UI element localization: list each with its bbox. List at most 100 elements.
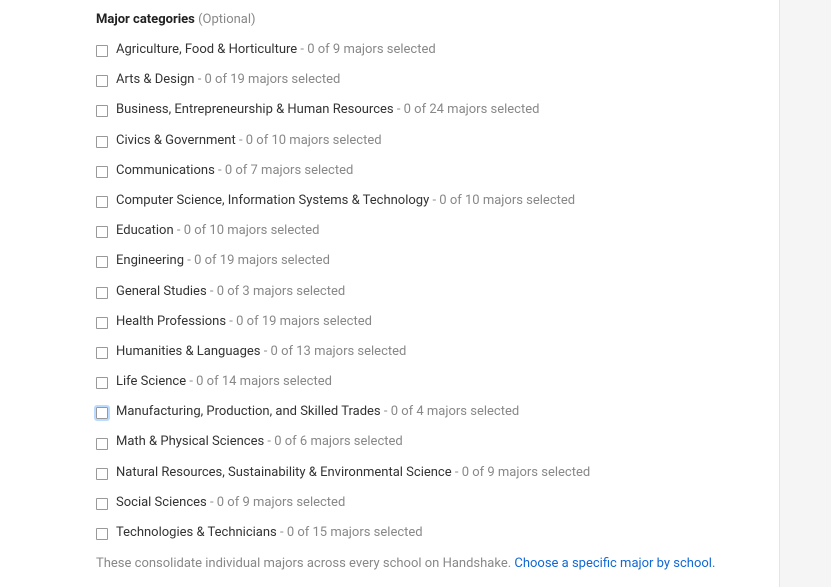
section-optional-label: (Optional): [198, 12, 255, 27]
category-label: Communications: [116, 163, 215, 178]
category-checkbox[interactable]: [96, 256, 108, 268]
category-row: Education - 0 of 10 majors selected: [96, 216, 761, 246]
category-status: 0 of 10 majors selected: [439, 193, 575, 208]
category-checkbox[interactable]: [96, 377, 108, 389]
category-row: Technologies & Technicians - 0 of 15 maj…: [96, 518, 761, 548]
category-separator: -: [452, 465, 462, 480]
category-row: Humanities & Languages - 0 of 13 majors …: [96, 337, 761, 367]
category-text: Business, Entrepreneurship & Human Resou…: [116, 101, 539, 119]
category-status: 0 of 3 majors selected: [217, 284, 346, 299]
category-text: Health Professions - 0 of 19 majors sele…: [116, 313, 372, 331]
category-status: 0 of 10 majors selected: [184, 223, 320, 238]
category-label: Math & Physical Sciences: [116, 434, 264, 449]
category-checkbox[interactable]: [96, 468, 108, 480]
category-checkbox[interactable]: [96, 75, 108, 87]
category-label: Education: [116, 223, 174, 238]
category-checkbox[interactable]: [96, 407, 108, 419]
category-checkbox[interactable]: [96, 166, 108, 178]
category-row: Communications - 0 of 7 majors selected: [96, 156, 761, 186]
category-label: Health Professions: [116, 314, 226, 329]
category-checkbox[interactable]: [96, 528, 108, 540]
category-row: Arts & Design - 0 of 19 majors selected: [96, 65, 761, 95]
category-text: Education - 0 of 10 majors selected: [116, 222, 320, 240]
category-checkbox[interactable]: [96, 45, 108, 57]
category-row: Health Professions - 0 of 19 majors sele…: [96, 307, 761, 337]
category-checkbox[interactable]: [96, 347, 108, 359]
category-checkbox[interactable]: [96, 498, 108, 510]
category-status: 0 of 14 majors selected: [196, 374, 332, 389]
major-categories-panel: Major categories (Optional) Agriculture,…: [0, 0, 780, 587]
category-text: Natural Resources, Sustainability & Envi…: [116, 464, 590, 482]
category-separator: -: [226, 314, 236, 329]
category-text: Engineering - 0 of 19 majors selected: [116, 252, 330, 270]
category-text: Life Science - 0 of 14 majors selected: [116, 373, 332, 391]
category-separator: -: [264, 434, 274, 449]
category-status: 0 of 19 majors selected: [205, 72, 341, 87]
category-status: 0 of 10 majors selected: [246, 133, 382, 148]
category-text: Humanities & Languages - 0 of 13 majors …: [116, 343, 406, 361]
category-label: Manufacturing, Production, and Skilled T…: [116, 404, 381, 419]
category-status: 0 of 9 majors selected: [462, 465, 591, 480]
footer-note: These consolidate individual majors acro…: [96, 556, 761, 571]
category-label: Engineering: [116, 253, 184, 268]
category-separator: -: [194, 72, 204, 87]
category-row: Social Sciences - 0 of 9 majors selected: [96, 488, 761, 518]
category-status: 0 of 9 majors selected: [307, 42, 436, 57]
category-label: Arts & Design: [116, 72, 194, 87]
category-label: Civics & Government: [116, 133, 236, 148]
category-status: 0 of 7 majors selected: [225, 163, 354, 178]
category-status: 0 of 9 majors selected: [217, 495, 346, 510]
category-separator: -: [277, 525, 287, 540]
category-separator: -: [174, 223, 184, 238]
category-text: General Studies - 0 of 3 majors selected: [116, 283, 345, 301]
category-row: Business, Entrepreneurship & Human Resou…: [96, 95, 761, 125]
category-status: 0 of 24 majors selected: [404, 102, 540, 117]
category-row: Computer Science, Information Systems & …: [96, 186, 761, 216]
category-text: Civics & Government - 0 of 10 majors sel…: [116, 132, 382, 150]
section-header: Major categories (Optional): [96, 12, 761, 27]
category-row: General Studies - 0 of 3 majors selected: [96, 277, 761, 307]
category-row: Civics & Government - 0 of 10 majors sel…: [96, 126, 761, 156]
category-checkbox[interactable]: [96, 136, 108, 148]
category-separator: -: [184, 253, 194, 268]
category-checkbox[interactable]: [96, 287, 108, 299]
category-row: Natural Resources, Sustainability & Envi…: [96, 458, 761, 488]
category-text: Social Sciences - 0 of 9 majors selected: [116, 494, 345, 512]
category-text: Technologies & Technicians - 0 of 15 maj…: [116, 524, 423, 542]
section-title: Major categories: [96, 12, 195, 27]
category-status: 0 of 15 majors selected: [287, 525, 423, 540]
category-checkbox[interactable]: [96, 317, 108, 329]
category-checkbox[interactable]: [96, 226, 108, 238]
category-text: Computer Science, Information Systems & …: [116, 192, 575, 210]
choose-specific-major-link[interactable]: Choose a specific major by school.: [514, 556, 715, 571]
category-label: Social Sciences: [116, 495, 207, 510]
category-separator: -: [394, 102, 404, 117]
category-checkbox[interactable]: [96, 105, 108, 117]
category-status: 0 of 19 majors selected: [236, 314, 372, 329]
category-row: Life Science - 0 of 14 majors selected: [96, 367, 761, 397]
category-separator: -: [186, 374, 196, 389]
category-status: 0 of 13 majors selected: [271, 344, 407, 359]
category-separator: -: [207, 284, 217, 299]
category-status: 0 of 19 majors selected: [194, 253, 330, 268]
category-separator: -: [429, 193, 439, 208]
category-status: 0 of 4 majors selected: [391, 404, 520, 419]
category-text: Math & Physical Sciences - 0 of 6 majors…: [116, 433, 403, 451]
category-separator: -: [381, 404, 391, 419]
category-text: Manufacturing, Production, and Skilled T…: [116, 403, 519, 421]
category-label: Life Science: [116, 374, 186, 389]
category-label: General Studies: [116, 284, 207, 299]
category-text: Arts & Design - 0 of 19 majors selected: [116, 71, 340, 89]
category-separator: -: [207, 495, 217, 510]
category-separator: -: [261, 344, 271, 359]
category-label: Agriculture, Food & Horticulture: [116, 42, 297, 57]
category-checkbox[interactable]: [96, 196, 108, 208]
category-separator: -: [236, 133, 246, 148]
category-status: 0 of 6 majors selected: [274, 434, 403, 449]
category-label: Technologies & Technicians: [116, 525, 277, 540]
category-row: Manufacturing, Production, and Skilled T…: [96, 397, 761, 427]
category-label: Natural Resources, Sustainability & Envi…: [116, 465, 452, 480]
category-row: Engineering - 0 of 19 majors selected: [96, 246, 761, 276]
category-row: Math & Physical Sciences - 0 of 6 majors…: [96, 427, 761, 457]
category-checkbox[interactable]: [96, 438, 108, 450]
